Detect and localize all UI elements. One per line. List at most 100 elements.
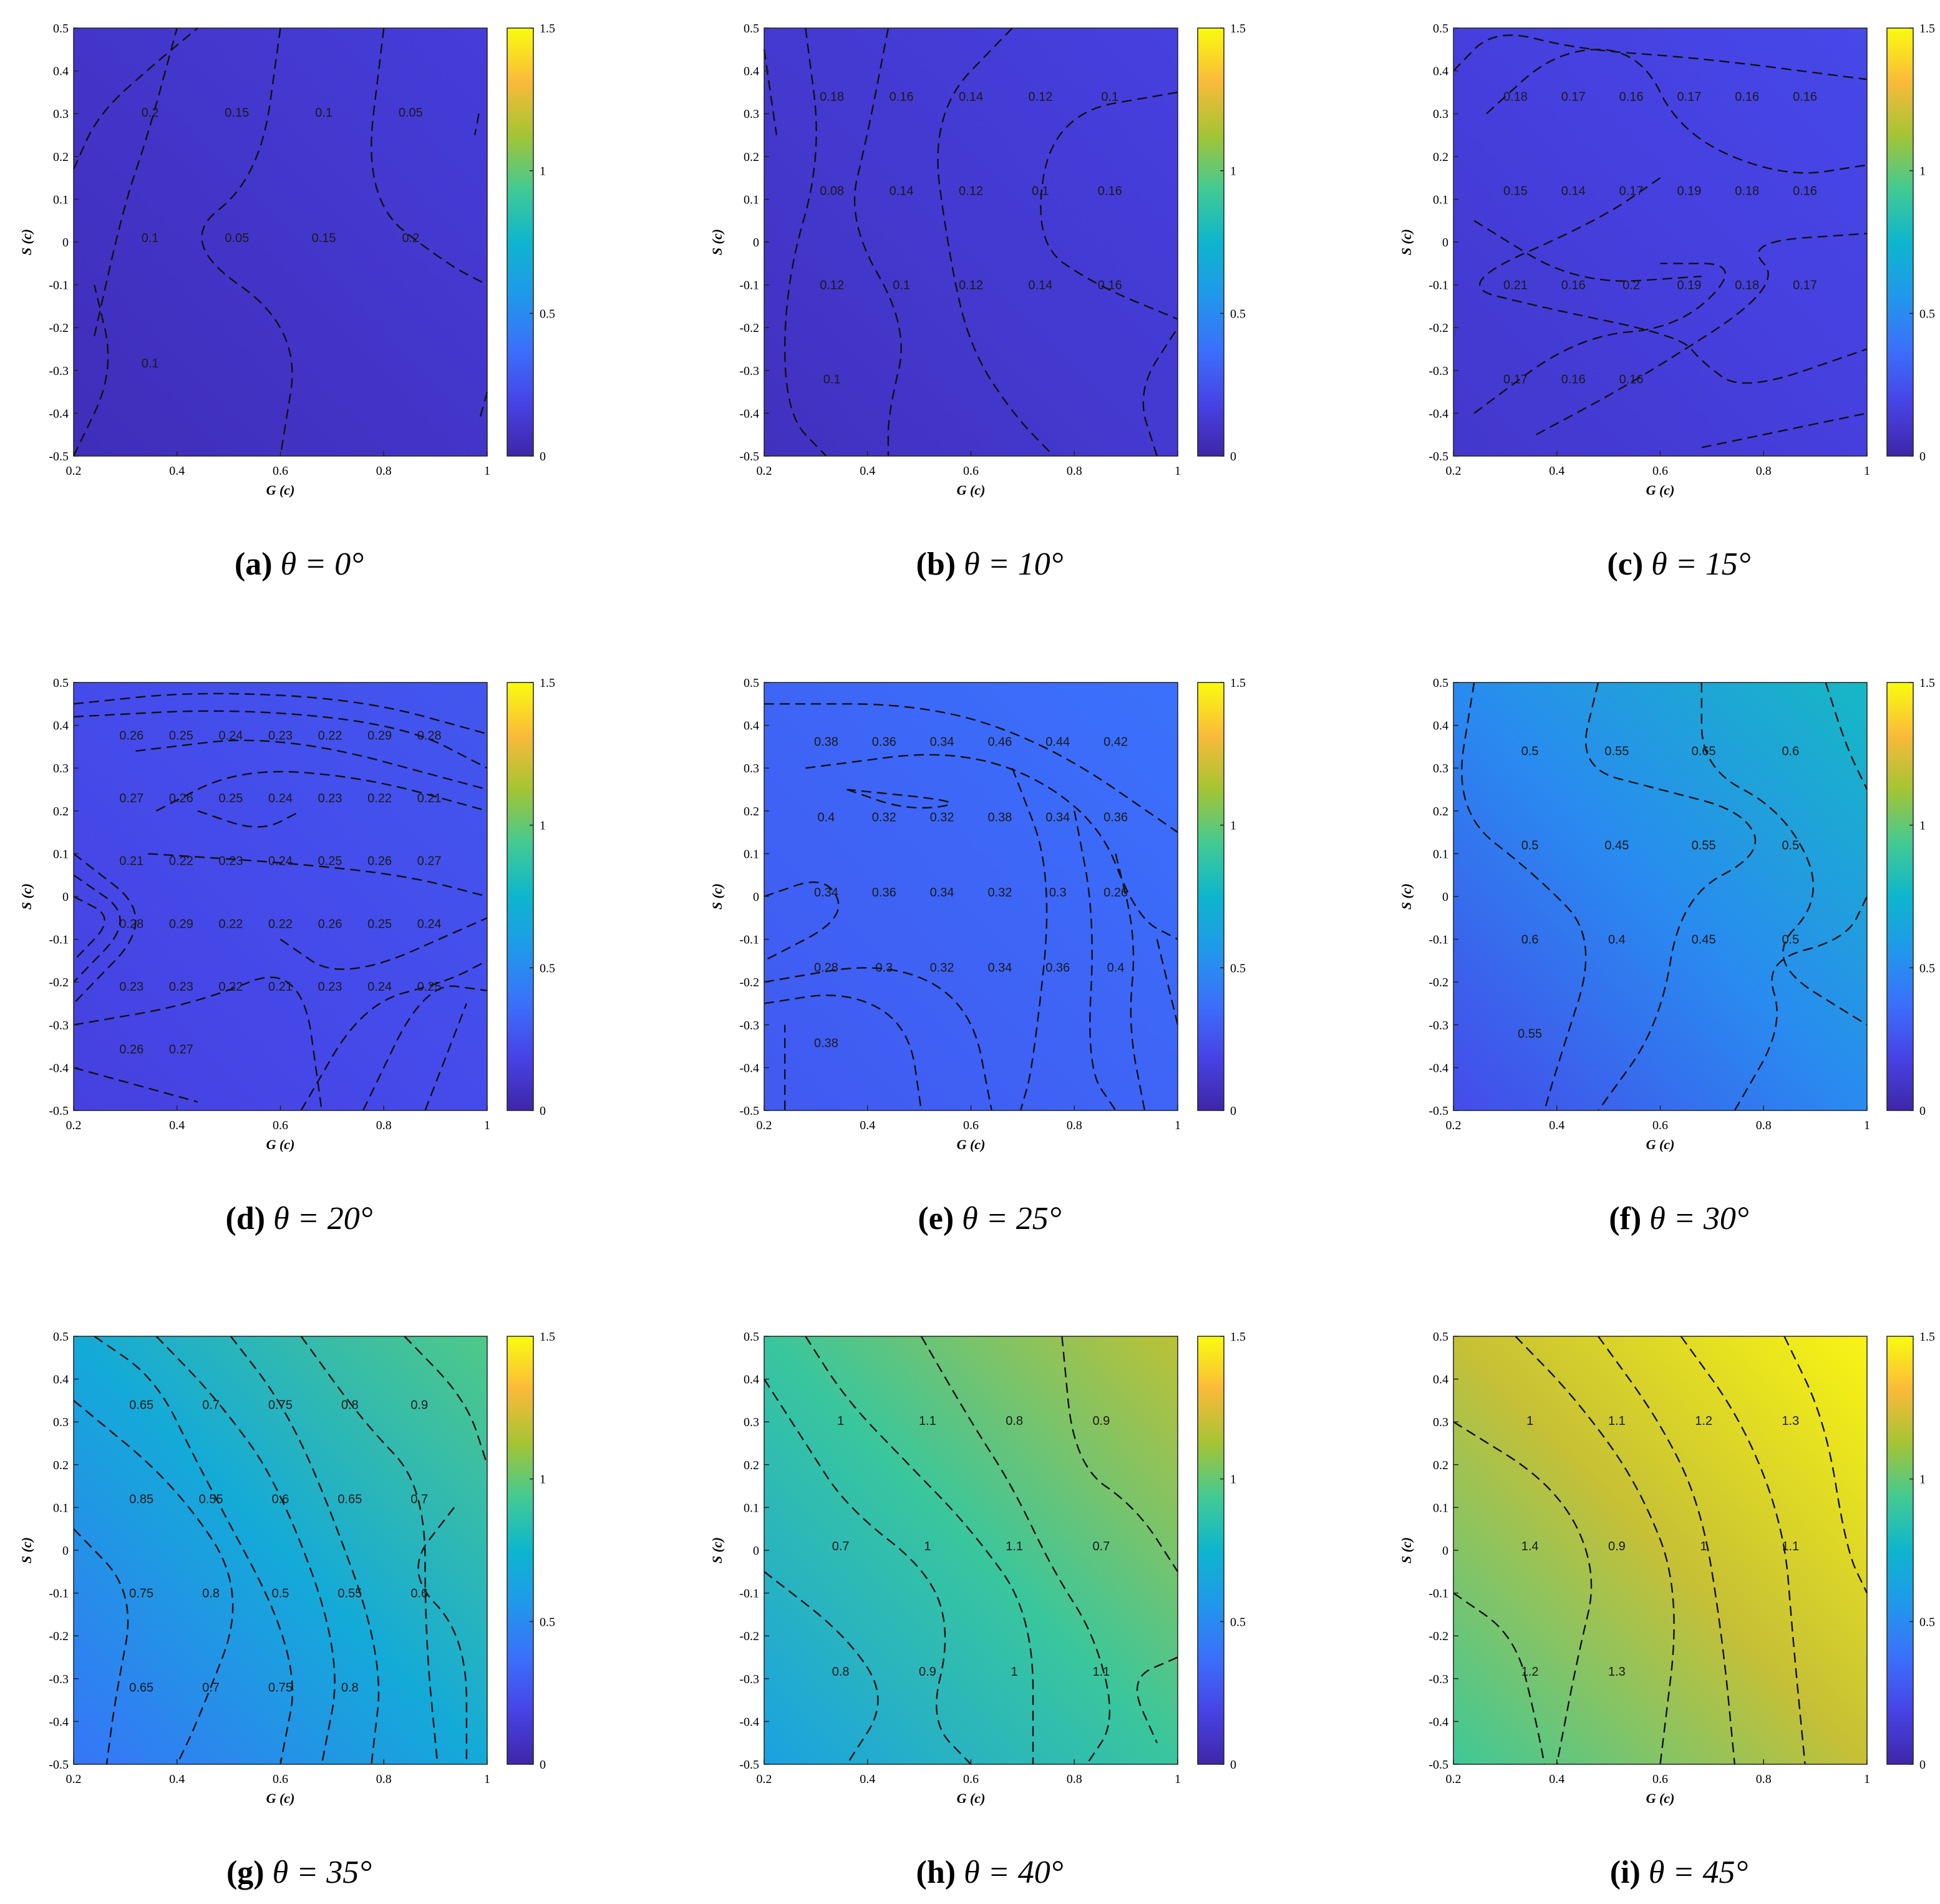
contour-label: 0.55	[337, 1586, 362, 1600]
x-axis-label: G (c)	[957, 1137, 986, 1152]
x-tick-label: 0.6	[963, 1772, 979, 1786]
panel-f: 0.5 0.55 0.65 0.6 0.5 0.45 0.55 0.5 0.6 0.4 0.45 0.…	[1399, 676, 1935, 1236]
contour-label: 0.8	[202, 1586, 220, 1600]
contour-label: 0.4	[818, 810, 835, 824]
y-tick-label: 0.1	[1433, 847, 1448, 861]
colorbar-tick-label: 1	[540, 819, 546, 833]
y-tick-label: -0.3	[49, 1019, 69, 1032]
contour-line	[1700, 682, 1868, 1026]
contour-line	[1040, 91, 1178, 320]
y-tick-label: -0.2	[49, 321, 69, 335]
contour-label: 1.2	[1521, 1665, 1539, 1679]
contour-label: 0.17	[1677, 90, 1701, 104]
contour-label: 0.4	[1608, 933, 1626, 946]
x-tick-label: 1	[1864, 464, 1870, 478]
contour-line	[1825, 682, 1868, 790]
y-tick-label: 0.2	[1433, 150, 1448, 164]
contour-line	[73, 710, 488, 769]
contour-label: 0.8	[341, 1681, 359, 1694]
contour-label: 0.23	[218, 855, 243, 868]
colorbar-tick-label: 1.5	[540, 1330, 555, 1344]
x-tick-label: 0.2	[757, 464, 772, 478]
colorbar-tick-label: 0.5	[1230, 961, 1246, 975]
panel-caption: (i) θ = 45°	[1610, 1855, 1748, 1890]
contour-line	[1453, 34, 1868, 80]
colorbar	[1197, 682, 1225, 1111]
contour-label: 0.6	[272, 1493, 289, 1507]
colorbar	[507, 682, 534, 1111]
y-tick-label: 0.4	[744, 719, 759, 733]
contour-label: 0.34	[1045, 810, 1070, 824]
contour-label: 1.1	[1608, 1414, 1626, 1428]
y-tick-label: 0	[753, 1544, 759, 1558]
contour-label: 1	[924, 1540, 931, 1553]
y-tick-label: 0.2	[53, 1459, 69, 1472]
heatmap-field	[74, 28, 487, 456]
y-tick-label: 0.3	[1433, 1416, 1448, 1429]
contour-label: 0.23	[318, 792, 342, 805]
y-tick-label: 0.4	[1433, 719, 1448, 733]
contour-line	[478, 391, 488, 422]
y-tick-label: 0.4	[53, 1373, 69, 1387]
contour-label: 0.26	[119, 729, 143, 742]
y-tick-label: 0	[1442, 1544, 1448, 1558]
contour-line	[155, 1336, 336, 1765]
x-tick-label: 0.4	[169, 464, 185, 478]
y-tick-label: 0.4	[1433, 65, 1448, 79]
x-tick-label: 0.2	[66, 1119, 82, 1132]
contour-label: 1	[1700, 1540, 1707, 1553]
x-tick-label: 0.4	[860, 464, 875, 478]
contour-label: 1.2	[1695, 1414, 1712, 1428]
contour-line	[404, 1336, 488, 1465]
colorbar-tick-label: 1	[1919, 819, 1926, 833]
contour-line	[1136, 1656, 1178, 1744]
contour-line	[362, 985, 488, 1111]
contour-label: 0.17	[1503, 372, 1528, 386]
contour-label: 0.29	[367, 729, 392, 742]
panel-c: 0.18 0.17 0.16 0.17 0.16 0.16 0.15 0.14 0.17 0.19…	[1399, 22, 1935, 582]
panel-a: 0.2 0.15 0.1 0.05 0.1 0.05 0.15 0.2 0.1 0.2 0.4 0.6…	[19, 22, 555, 582]
x-tick-label: 0.4	[1549, 464, 1564, 478]
contour-line	[230, 1336, 380, 1765]
contour-label: 0.18	[820, 90, 844, 104]
colorbar-tick-label: 1.5	[1919, 22, 1935, 36]
contour-label: 0.5	[1521, 839, 1539, 853]
contour-line	[1701, 412, 1868, 449]
contour-line	[201, 27, 293, 457]
contour-label: 0.36	[872, 886, 896, 900]
contour-label: 0.5	[1521, 745, 1539, 759]
colorbar-tick-label: 0	[1230, 1104, 1236, 1118]
x-axis-label: G (c)	[266, 482, 295, 498]
caption-angle: θ = 0°	[281, 546, 364, 582]
x-tick-label: 0.8	[1756, 464, 1772, 478]
contour-label: 0.22	[268, 917, 293, 931]
caption-angle: θ = 35°	[273, 1855, 372, 1890]
y-tick-label: 0	[753, 236, 759, 250]
contour-label: 0.26	[367, 855, 392, 868]
y-tick-label: 0.1	[744, 847, 759, 861]
contour-label: 0.55	[1692, 839, 1716, 853]
contour-line	[197, 810, 302, 828]
contour-label: 0.45	[1692, 933, 1716, 946]
contour-label: 0.65	[337, 1493, 362, 1507]
contour-label: 0.55	[199, 1493, 223, 1507]
colorbar-tick-label: 0	[1230, 450, 1236, 464]
y-tick-label: -0.2	[49, 976, 69, 989]
colorbar-tick-label: 0	[540, 1758, 546, 1772]
colorbar-tick-label: 1.5	[1919, 676, 1935, 690]
contour-label: 0.65	[129, 1681, 153, 1694]
x-axis-label: G (c)	[1646, 482, 1675, 498]
colorbar	[1886, 682, 1914, 1111]
y-tick-label: 0.1	[53, 193, 69, 206]
contour-label: 0.25	[367, 917, 392, 931]
x-tick-label: 0.8	[376, 1119, 392, 1132]
contour-line	[73, 1067, 198, 1103]
x-axis-label: G (c)	[957, 482, 986, 498]
colorbar	[507, 27, 534, 457]
heatmap-field	[74, 682, 487, 1110]
contour-label: 0.34	[930, 886, 954, 900]
contour-line	[94, 27, 178, 337]
contour-label: 0.23	[169, 980, 193, 994]
y-tick-label: 0.2	[744, 805, 759, 818]
y-tick-label: -0.2	[49, 1630, 69, 1643]
